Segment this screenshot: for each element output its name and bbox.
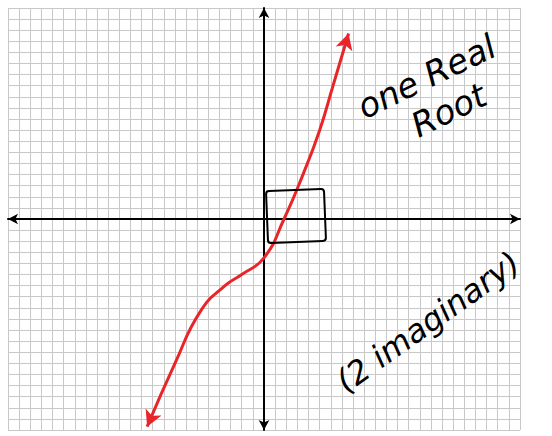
svg-text:(2 imaginary): (2 imaginary) <box>329 244 527 401</box>
svg-text:one Real: one Real <box>350 21 512 127</box>
svg-text:Root: Root <box>405 74 495 145</box>
